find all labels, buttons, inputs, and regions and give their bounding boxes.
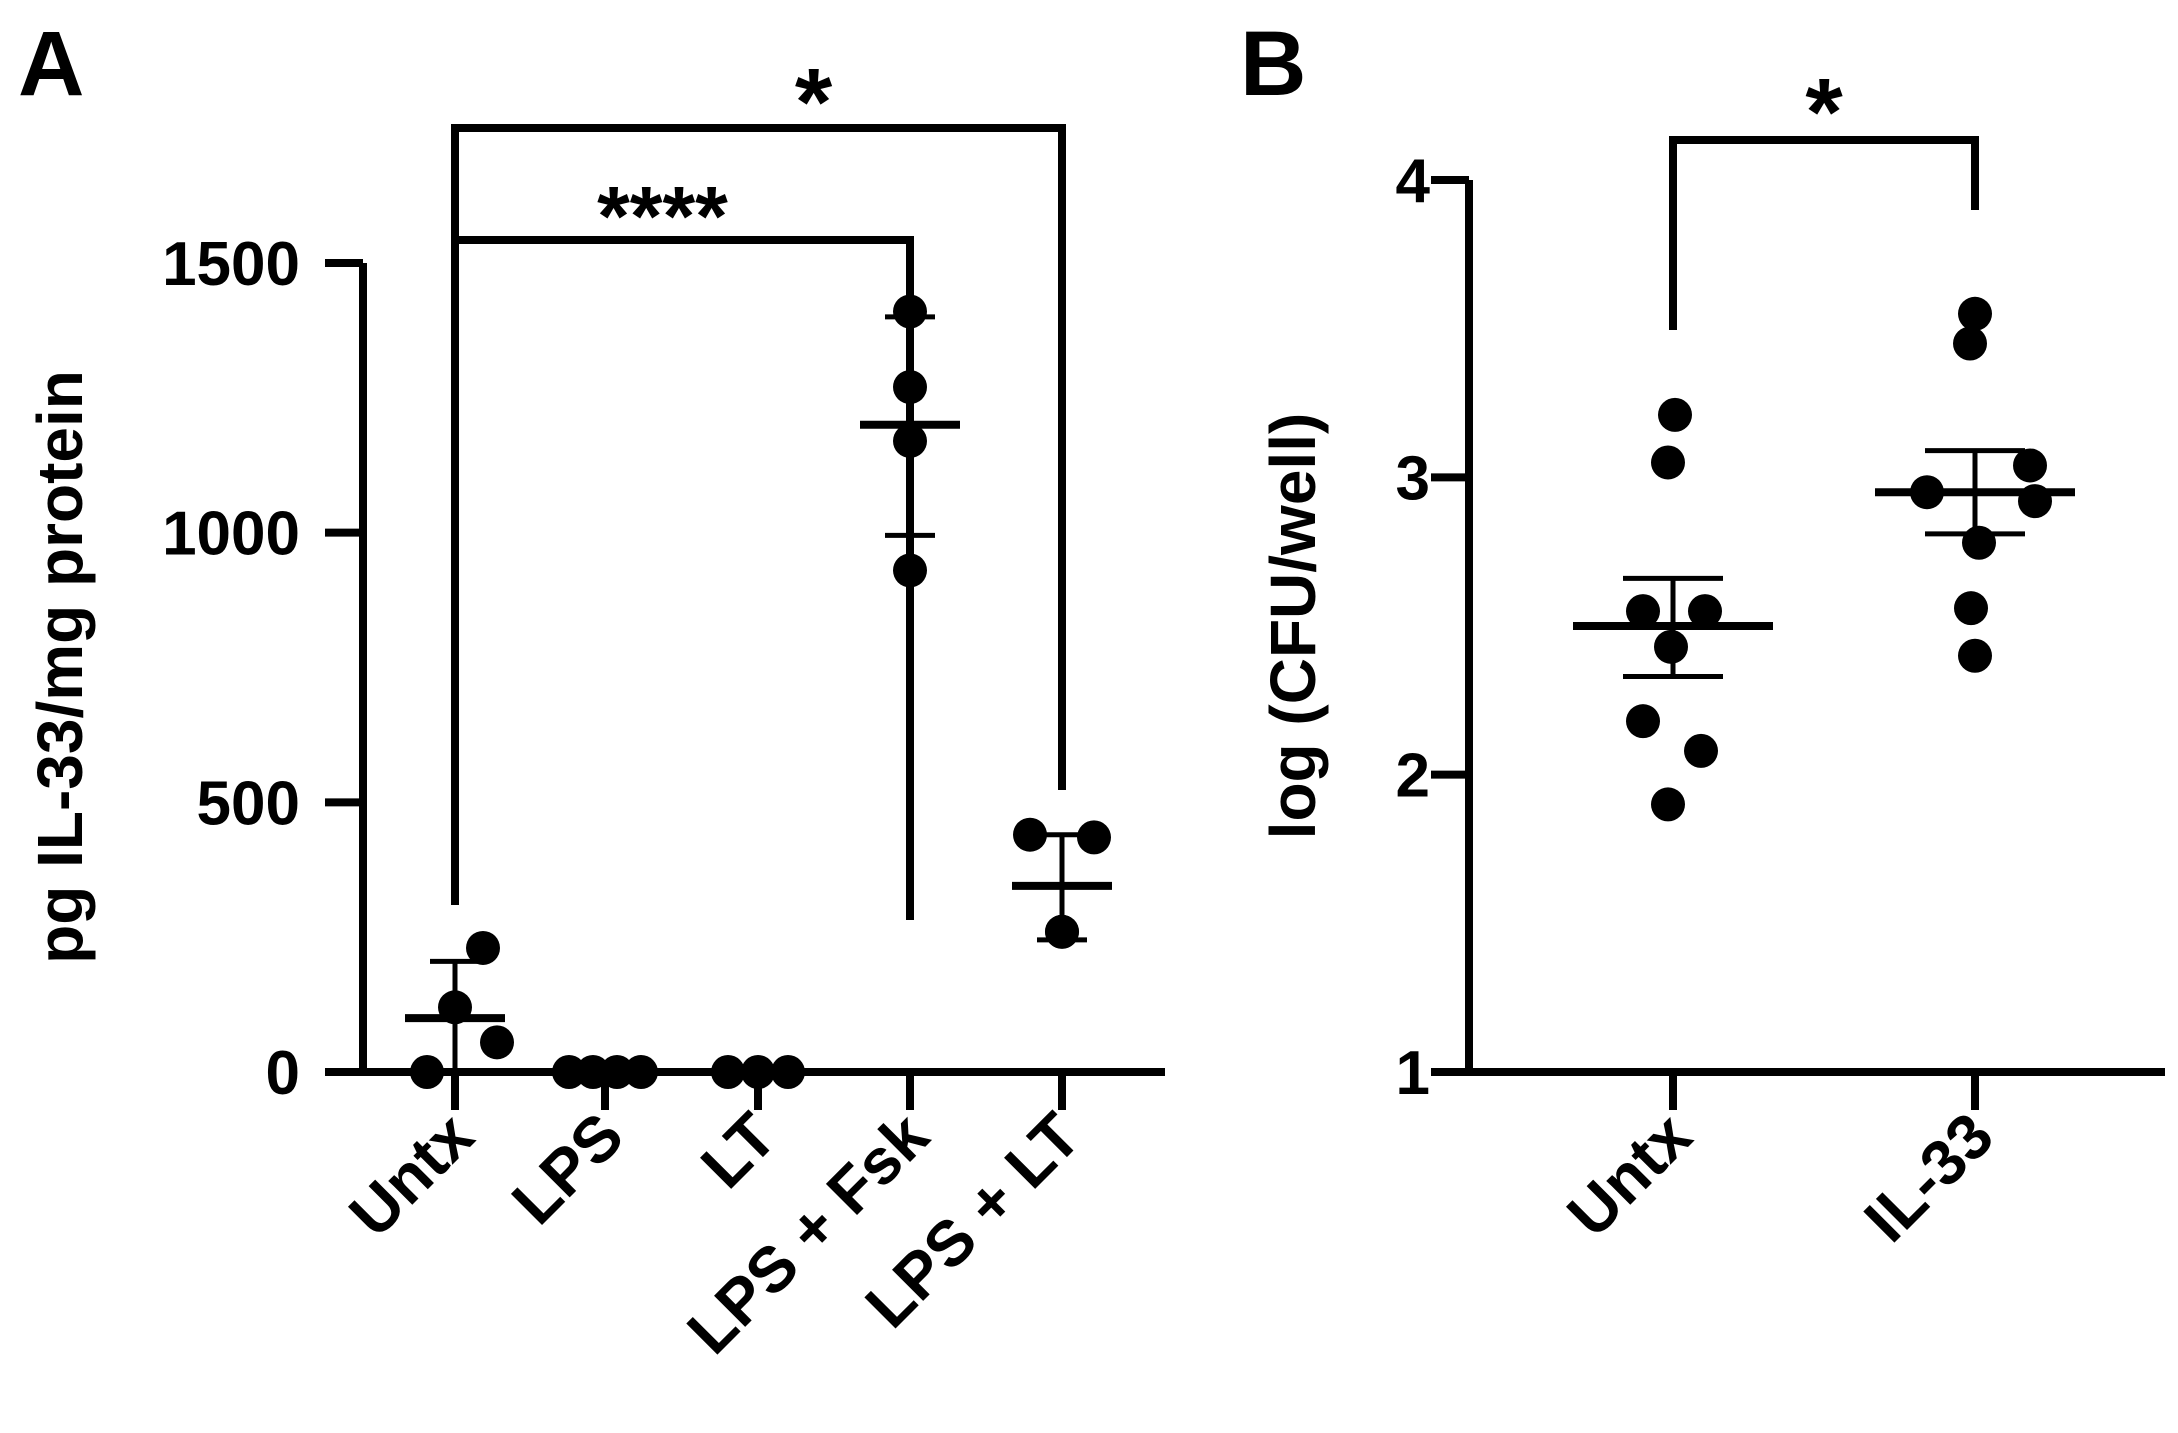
panel-b-category-label: Untx (1553, 1099, 1705, 1251)
panel-a-y-tick-label: 500 (197, 769, 300, 838)
data-point (2013, 448, 2047, 483)
panel-b-series-0 (1573, 397, 1773, 822)
data-point (480, 1025, 514, 1060)
data-point (1658, 397, 1692, 432)
significance-bracket (451, 236, 914, 920)
panel-a-series-1 (552, 1055, 658, 1089)
data-point (1954, 591, 1988, 626)
panel-a-y-tick-label: 1000 (162, 500, 300, 569)
panel-b-y-tick-label: 1 (1396, 1039, 1430, 1108)
data-point (1684, 733, 1718, 768)
data-point (1651, 445, 1685, 480)
significance-label: **** (597, 169, 728, 263)
panel-a-series-4 (1012, 817, 1112, 949)
significance-bracket (451, 124, 1066, 905)
panel-a-label: A (18, 13, 84, 115)
panel-b: B 1 2 3 4 log (CFU/well) Untx IL-33 * (1240, 13, 2165, 1256)
data-point (1626, 704, 1660, 739)
data-point (466, 930, 500, 965)
significance-label: * (795, 49, 833, 156)
data-point (1962, 525, 1996, 560)
data-point (410, 1055, 444, 1089)
panel-b-y-axis-label: log (CFU/well) (1257, 413, 1329, 840)
data-point (1688, 594, 1722, 629)
panel-a-y-tick-label: 1500 (162, 230, 300, 299)
panel-b-category-label: IL-33 (1850, 1099, 2007, 1256)
panel-a: A 0 500 1000 1500 pg IL-33/mg protein Untx LPS L… (18, 13, 1165, 1367)
data-point (1958, 296, 1992, 331)
panel-b-y-tick-label: 4 (1396, 147, 1431, 216)
panel-b-series-1 (1875, 296, 2075, 673)
data-point (1953, 326, 1987, 361)
panel-a-category-label: LT (687, 1099, 790, 1202)
data-point (1013, 817, 1047, 852)
data-point (1626, 594, 1660, 629)
panel-a-category-label: Untx (335, 1099, 487, 1251)
panel-b-y-tick-label: 3 (1396, 444, 1430, 513)
significance-bracket (1669, 136, 1979, 330)
panel-a-y-axis-label: pg IL-33/mg protein (24, 370, 96, 964)
data-point (1077, 820, 1111, 855)
panel-a-y-tick-label: 0 (266, 1039, 300, 1108)
panel-a-category-label: LPS (498, 1099, 637, 1238)
panel-a-series-0 (405, 930, 514, 1089)
panel-b-label: B (1240, 13, 1306, 115)
data-point (1958, 638, 1992, 673)
data-point (1651, 787, 1685, 822)
panel-a-series-2 (708, 1055, 808, 1089)
significance-label: * (1805, 59, 1843, 166)
panel-b-y-tick-label: 2 (1396, 742, 1430, 811)
